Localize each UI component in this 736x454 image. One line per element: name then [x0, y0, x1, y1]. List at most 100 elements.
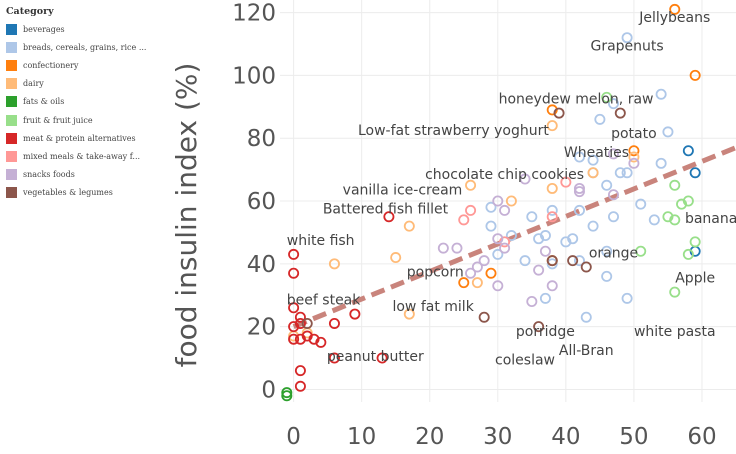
legend-item[interactable]: mixed meals & take-away f... — [6, 147, 156, 165]
data-point[interactable] — [492, 195, 504, 207]
data-point[interactable] — [682, 248, 694, 260]
data-point[interactable] — [533, 264, 545, 276]
data-point[interactable] — [607, 148, 619, 160]
data-point[interactable] — [294, 317, 306, 329]
data-point[interactable] — [546, 211, 558, 223]
data-point[interactable] — [655, 157, 667, 169]
data-point[interactable] — [621, 167, 633, 179]
data-point[interactable] — [594, 113, 606, 125]
data-point[interactable] — [539, 245, 551, 257]
data-point[interactable] — [607, 189, 619, 201]
data-point[interactable] — [628, 151, 640, 163]
data-point[interactable] — [288, 248, 300, 260]
data-point[interactable] — [492, 233, 504, 245]
data-point[interactable] — [546, 258, 558, 270]
data-point[interactable] — [294, 380, 306, 392]
legend-item[interactable]: vegetables & legumes — [6, 184, 156, 202]
data-point[interactable] — [669, 179, 681, 191]
legend-item[interactable]: beverages — [6, 20, 156, 38]
data-point[interactable] — [403, 308, 415, 320]
data-point[interactable] — [546, 104, 558, 116]
data-point[interactable] — [526, 211, 538, 223]
data-point[interactable] — [499, 204, 511, 216]
legend-item[interactable]: fats & oils — [6, 93, 156, 111]
data-point[interactable] — [499, 242, 511, 254]
data-point[interactable] — [635, 198, 647, 210]
legend-item[interactable]: snacks foods — [6, 166, 156, 184]
data-point[interactable] — [607, 211, 619, 223]
data-point[interactable] — [601, 245, 613, 257]
data-point[interactable] — [560, 176, 572, 188]
data-point[interactable] — [485, 220, 497, 232]
data-point[interactable] — [553, 107, 565, 119]
data-point[interactable] — [308, 333, 320, 345]
data-point[interactable] — [533, 321, 545, 333]
data-point[interactable] — [328, 317, 340, 329]
legend-item[interactable]: meat & protein alternatives — [6, 129, 156, 147]
data-point[interactable] — [328, 258, 340, 270]
data-point[interactable] — [288, 267, 300, 279]
data-point[interactable] — [471, 277, 483, 289]
data-point[interactable] — [662, 126, 674, 138]
data-point[interactable] — [539, 230, 551, 242]
data-point[interactable] — [580, 311, 592, 323]
data-point[interactable] — [546, 255, 558, 267]
data-point[interactable] — [539, 292, 551, 304]
data-point[interactable] — [349, 308, 361, 320]
data-point[interactable] — [471, 261, 483, 273]
data-point[interactable] — [573, 204, 585, 216]
data-point[interactable] — [655, 88, 667, 100]
data-point[interactable] — [458, 214, 470, 226]
data-point[interactable] — [546, 204, 558, 216]
data-point[interactable] — [669, 286, 681, 298]
data-point[interactable] — [587, 154, 599, 166]
data-point[interactable] — [676, 198, 688, 210]
data-point[interactable] — [478, 255, 490, 267]
data-point[interactable] — [614, 107, 626, 119]
data-point[interactable] — [328, 352, 340, 364]
data-point[interactable] — [451, 242, 463, 254]
data-point[interactable] — [573, 151, 585, 163]
data-point[interactable] — [376, 352, 388, 364]
data-point[interactable] — [573, 255, 585, 267]
legend-item[interactable]: dairy — [6, 75, 156, 93]
data-point[interactable] — [662, 211, 674, 223]
data-point[interactable] — [437, 242, 449, 254]
data-point[interactable] — [546, 120, 558, 132]
data-point[interactable] — [505, 230, 517, 242]
data-point[interactable] — [492, 248, 504, 260]
data-point[interactable] — [573, 186, 585, 198]
data-point[interactable] — [682, 145, 694, 157]
data-point[interactable] — [315, 336, 327, 348]
data-point[interactable] — [288, 302, 300, 314]
data-point[interactable] — [492, 280, 504, 292]
legend-item[interactable]: confectionery — [6, 56, 156, 74]
data-point[interactable] — [689, 236, 701, 248]
data-point[interactable] — [288, 333, 300, 345]
data-point[interactable] — [682, 195, 694, 207]
data-point[interactable] — [383, 211, 395, 223]
data-point[interactable] — [294, 311, 306, 323]
data-point[interactable] — [621, 292, 633, 304]
data-point[interactable] — [505, 195, 517, 207]
data-point[interactable] — [301, 330, 313, 342]
data-point[interactable] — [607, 98, 619, 110]
data-point[interactable] — [614, 167, 626, 179]
data-point[interactable] — [519, 173, 531, 185]
data-point[interactable] — [478, 311, 490, 323]
data-point[interactable] — [281, 387, 293, 399]
data-point[interactable] — [628, 157, 640, 169]
data-point[interactable] — [689, 69, 701, 81]
data-point[interactable] — [648, 214, 660, 226]
data-point[interactable] — [294, 333, 306, 345]
data-point[interactable] — [465, 179, 477, 191]
data-point[interactable] — [458, 277, 470, 289]
data-point[interactable] — [567, 233, 579, 245]
data-point[interactable] — [533, 233, 545, 245]
data-point[interactable] — [519, 255, 531, 267]
data-point[interactable] — [567, 255, 579, 267]
data-point[interactable] — [485, 201, 497, 213]
data-point[interactable] — [635, 245, 647, 257]
legend-item[interactable]: fruit & fruit juice — [6, 111, 156, 129]
data-point[interactable] — [669, 214, 681, 226]
